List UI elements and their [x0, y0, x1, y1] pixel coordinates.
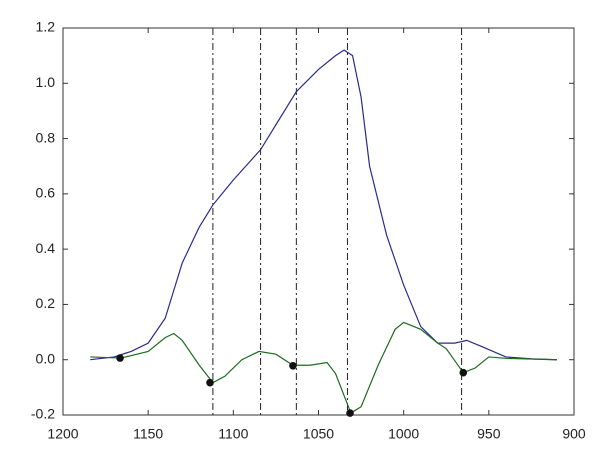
marker-point — [459, 368, 468, 377]
x-tick-label: 1200 — [47, 426, 78, 442]
marker-point — [289, 361, 297, 370]
y-tick-label: 1.0 — [36, 74, 56, 90]
marker-point — [346, 409, 354, 417]
series-line — [90, 321, 557, 414]
x-tick-label: 950 — [477, 426, 501, 442]
y-tick-label: 0.4 — [36, 240, 56, 256]
y-tick-label: 0.6 — [36, 185, 56, 201]
plot-frame — [62, 27, 575, 416]
y-tick-label: -0.2 — [31, 406, 55, 422]
marker-point — [116, 354, 124, 362]
series-line — [90, 49, 557, 361]
x-tick-label: 1050 — [303, 426, 334, 442]
x-tick-label: 1150 — [133, 426, 163, 442]
x-tick-label: 900 — [562, 426, 586, 442]
y-tick-label: 0.0 — [36, 350, 56, 366]
marker-point — [206, 378, 214, 387]
x-tick-label: 1100 — [218, 426, 248, 442]
y-tick-label: 0.2 — [36, 295, 56, 311]
y-tick-label: 0.8 — [36, 129, 56, 145]
y-tick-label: 1.2 — [36, 19, 56, 35]
x-tick-label: 1000 — [388, 426, 419, 442]
